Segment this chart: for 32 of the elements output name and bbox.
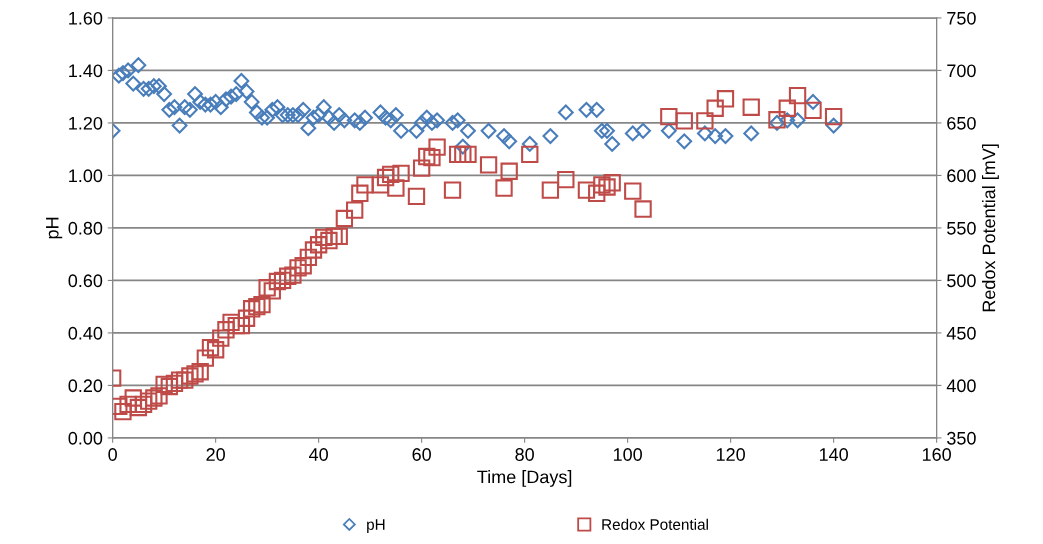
y2-tick-label: 700 [947,64,976,78]
y-tick-label: 0.40 [68,326,103,340]
y-tick-label: 0.60 [68,274,103,288]
x-axis-title: Time [Days] [477,470,572,487]
legend-label: Redox Potential [602,518,708,530]
y-tick-label: 1.40 [69,64,103,78]
y2-tick-label: 550 [947,221,976,235]
y2-axis-title: Redox Potential [mV] [982,144,999,312]
x-tick-label: 160 [922,448,951,461]
y2-tick-label: 400 [946,379,976,393]
x-tick-label: 80 [515,448,534,461]
y2-tick-label: 450 [946,326,976,340]
y-tick-label: 1.60 [69,11,103,25]
y2-tick-label: 500 [947,274,976,288]
y-axis-title: pH [46,217,63,239]
x-tick-label: 100 [613,448,642,461]
y-tick-label: 0.20 [68,379,103,393]
x-tick-label: 40 [309,448,328,461]
y2-tick-label: 600 [947,169,976,183]
x-tick-label: 0 [108,448,117,461]
y-tick-label: 1.00 [69,169,103,183]
legend-label: pH [367,519,385,533]
x-tick-label: 120 [716,448,745,461]
y2-tick-label: 650 [947,116,976,130]
x-tick-label: 20 [206,448,225,461]
y2-tick-label: 350 [947,431,976,445]
x-tick-label: 140 [819,448,848,461]
y2-tick-label: 750 [947,11,976,25]
y-tick-label: 1.20 [69,116,103,130]
x-tick-label: 60 [412,448,431,461]
y-tick-label: 0.80 [68,221,103,235]
y-tick-label: 0.00 [68,431,103,445]
